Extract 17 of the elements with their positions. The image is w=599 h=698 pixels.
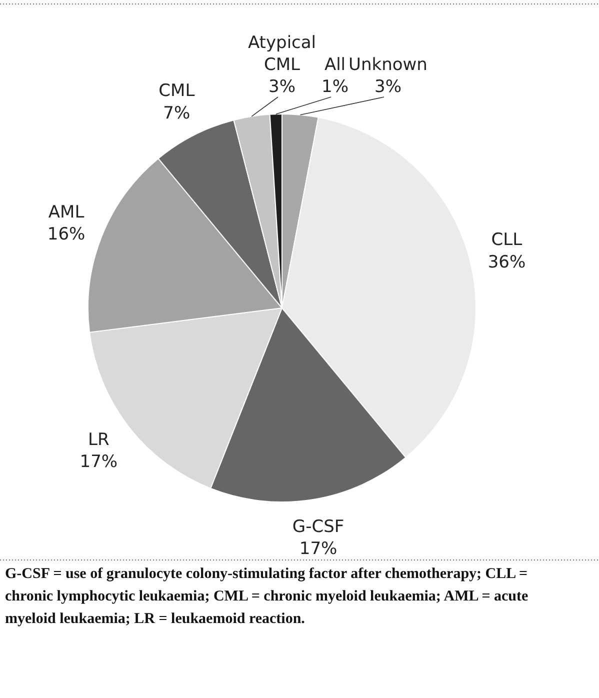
slice-label: CML: [158, 81, 196, 102]
data-label: 17%: [80, 452, 118, 472]
data-label: 16%: [47, 224, 86, 245]
data-label: 3%: [374, 77, 402, 97]
slice-label: Unknown: [348, 54, 428, 75]
text: G-CSF = use of granulocyte colony-stimulating factor after chemotherapy; CLL = chronic lymphocytic leukaemia; CML = chronic myeloid leukaemia; AML = acute myeloid leukaemia; LR = leukaemoid reaction.: [5, 566, 529, 627]
slice-label: Atypical CML: [248, 32, 316, 75]
slice-label: All: [324, 54, 346, 75]
slice-label: LR: [88, 430, 110, 450]
data-label: 36%: [488, 252, 526, 272]
slice-label: AML: [48, 202, 85, 222]
data-label: 3%: [268, 77, 296, 97]
data-label: 7%: [163, 103, 190, 124]
slice-label: CLL: [491, 230, 523, 250]
data-label: 17%: [299, 539, 338, 560]
data-label: 1%: [322, 77, 348, 97]
slice-label: G-CSF: [292, 517, 344, 538]
